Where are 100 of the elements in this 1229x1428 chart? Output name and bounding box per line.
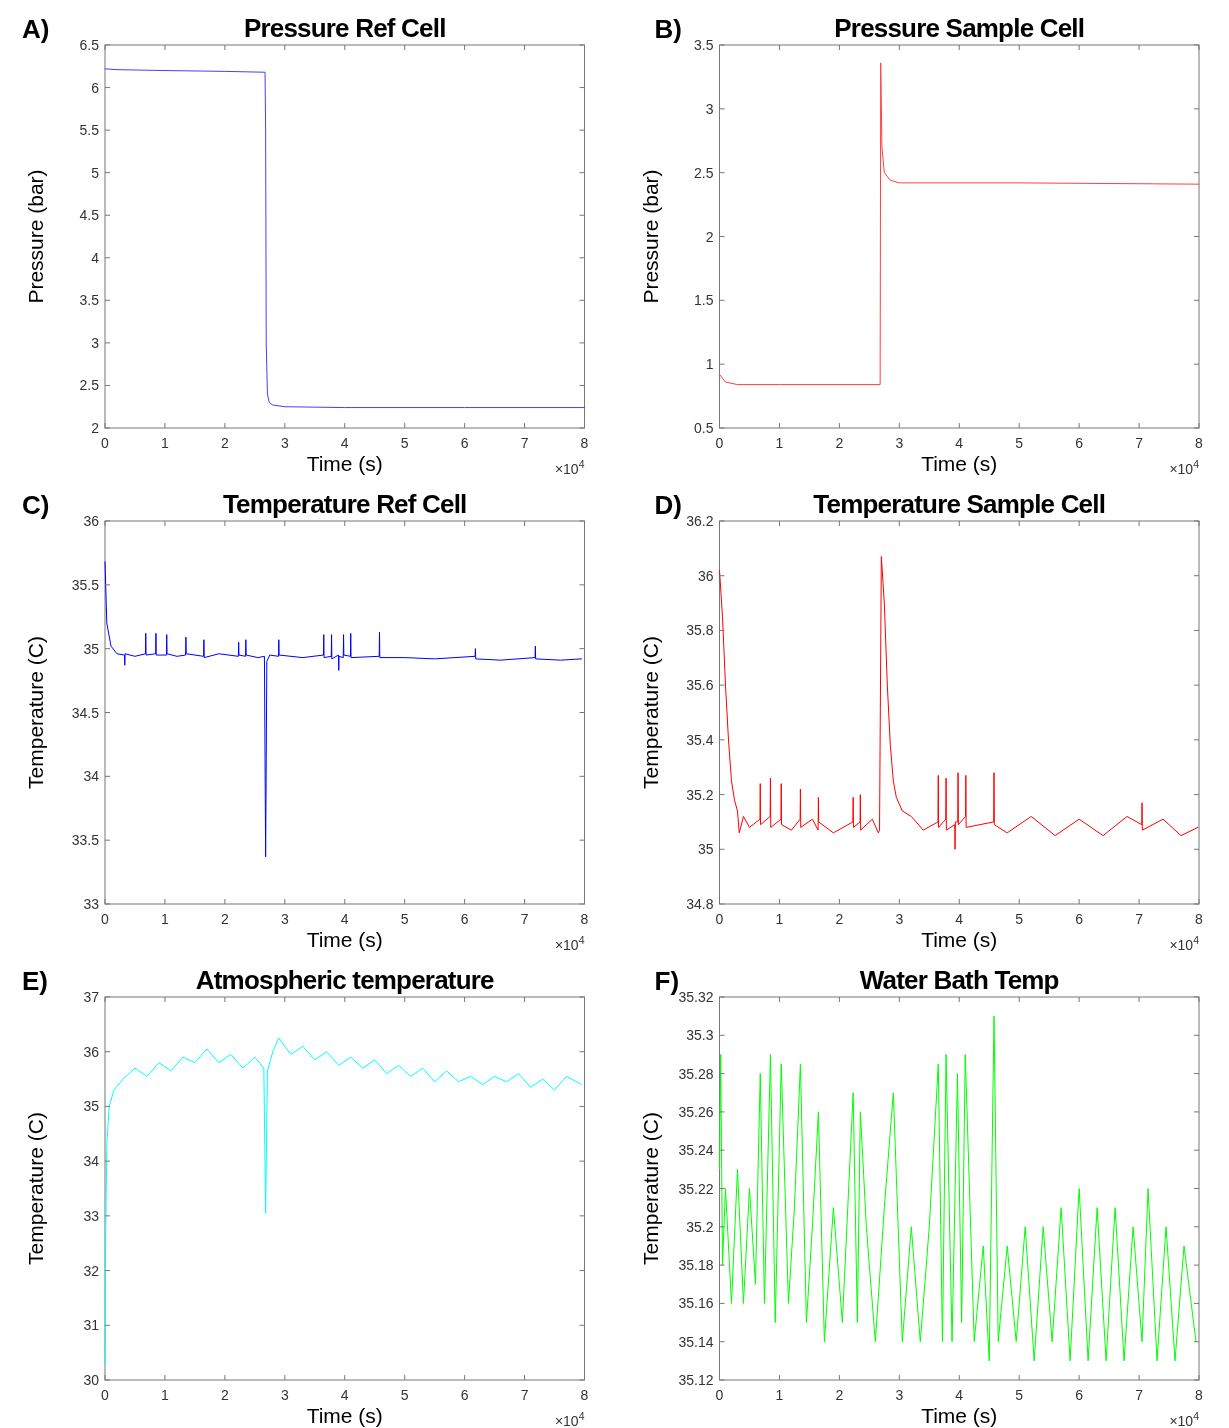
y-tick-label: 35.18: [678, 1257, 714, 1274]
x-tick-label: 4: [955, 435, 964, 451]
y-tick-label: 33: [83, 1207, 100, 1224]
text: F): [654, 966, 680, 996]
y-tick-label: 36.2: [686, 513, 714, 529]
y-tick-label: 2: [91, 420, 100, 436]
y-axis-title: Temperature (C): [638, 1112, 662, 1265]
line-series: [719, 1015, 1197, 1362]
y-tick-label: 34: [83, 768, 100, 785]
y-tick-label: 35.14: [678, 1333, 714, 1350]
text: ×10$^{4}$: [1169, 934, 1200, 953]
x-tick-label: 2: [835, 435, 844, 451]
line-series: [104, 561, 582, 858]
x-tick-label: 3: [280, 435, 289, 451]
x-tick-label: 2: [220, 911, 229, 927]
y-tick-label: 1: [705, 356, 714, 373]
text: D): [654, 490, 682, 520]
x-tick-label: 0: [101, 435, 110, 451]
y-tick-label: 35.3: [686, 1027, 714, 1044]
x-tick-label: 6: [460, 1387, 469, 1403]
chart-title: Atmospheric temperature: [195, 965, 495, 995]
chart-title: Pressure Sample Cell: [834, 13, 1085, 43]
x-tick-label: 7: [1135, 1387, 1144, 1403]
x-tick-label: 8: [1195, 911, 1204, 927]
x-tick-label: 3: [280, 911, 289, 927]
x-tick-label: 6: [460, 911, 469, 927]
y-tick-label: 33.5: [71, 832, 100, 849]
x-tick-label: 7: [520, 1387, 529, 1403]
x-tick-label: 5: [1015, 435, 1024, 451]
x-tick-label: 2: [220, 1387, 229, 1403]
x-tick-label: 4: [955, 1387, 964, 1403]
x-tick-label: 2: [835, 1387, 844, 1403]
y-tick-label: 0.5: [694, 420, 714, 436]
x-tick-label: 6: [1075, 911, 1084, 927]
x-tick-label: 3: [895, 911, 904, 927]
y-axis-title: Temperature (C): [24, 1112, 47, 1265]
y-tick-label: 4: [91, 249, 100, 266]
y-tick-label: 3: [705, 100, 714, 117]
x-tick-label: 8: [580, 911, 589, 927]
text: ×10$^{4}$: [1169, 458, 1200, 477]
y-tick-label: 31: [83, 1317, 100, 1334]
y-tick-label: 2: [705, 228, 714, 245]
y-tick-label: 4.5: [79, 207, 100, 224]
y-tick-label: 30: [83, 1372, 100, 1388]
x-tick-label: 7: [520, 435, 529, 451]
x-tick-label: 7: [1135, 435, 1144, 451]
x-tick-label: 6: [460, 435, 469, 451]
x-tick-label: 1: [775, 435, 784, 451]
x-tick-label: 0: [715, 911, 724, 927]
y-tick-label: 35: [83, 640, 100, 657]
line-series: [719, 62, 1200, 386]
y-tick-label: 35.24: [678, 1142, 714, 1159]
y-tick-label: 6.5: [79, 37, 100, 53]
x-tick-label: 7: [520, 911, 529, 927]
x-tick-label: 5: [400, 1387, 409, 1403]
x-tick-label: 2: [835, 911, 844, 927]
text: B): [654, 14, 682, 44]
line-series: [104, 68, 585, 409]
y-axis-title: Pressure (bar): [638, 169, 662, 304]
y-tick-label: 35.2: [686, 786, 714, 803]
text: C): [22, 490, 50, 520]
y-tick-label: 35.12: [678, 1372, 714, 1388]
y-tick-label: 35.28: [678, 1065, 714, 1082]
x-tick-label: 6: [1075, 1387, 1084, 1403]
y-tick-label: 3.5: [694, 37, 714, 53]
x-axis-title: Time (s): [306, 1404, 383, 1427]
y-tick-label: 5: [91, 164, 100, 181]
y-tick-label: 33: [83, 896, 100, 912]
y-tick-label: 35.5: [71, 576, 100, 593]
y-tick-label: 1.5: [694, 292, 714, 309]
y-tick-label: 35.16: [678, 1295, 714, 1312]
x-tick-label: 8: [1195, 1387, 1204, 1403]
y-tick-label: 34: [83, 1153, 100, 1170]
y-tick-label: 35.32: [678, 989, 714, 1005]
text: ×10$^{4}$: [554, 934, 585, 953]
y-tick-label: 36: [697, 567, 714, 584]
x-tick-label: 5: [400, 911, 409, 927]
x-tick-label: 8: [580, 435, 589, 451]
x-tick-label: 5: [400, 435, 409, 451]
chart-title: Temperature Ref Cell: [222, 489, 467, 519]
y-tick-label: 6: [91, 79, 100, 96]
x-tick-label: 6: [1075, 435, 1084, 451]
x-tick-label: 0: [101, 911, 110, 927]
x-axis-title: Time (s): [921, 1404, 998, 1427]
x-axis-title: Time (s): [921, 452, 998, 475]
y-tick-label: 35: [697, 841, 714, 858]
x-tick-label: 4: [340, 1387, 349, 1403]
x-axis-title: Time (s): [921, 928, 998, 951]
y-tick-label: 2.5: [79, 377, 100, 394]
text: ×10$^{4}$: [554, 458, 585, 477]
x-tick-label: 0: [715, 1387, 724, 1403]
x-tick-label: 5: [1015, 1387, 1024, 1403]
line-series: [719, 556, 1199, 850]
x-tick-label: 8: [580, 1387, 589, 1403]
y-tick-label: 32: [83, 1262, 100, 1279]
x-tick-label: 7: [1135, 911, 1144, 927]
x-tick-label: 8: [1195, 435, 1204, 451]
text: ×10$^{4}$: [1169, 1410, 1200, 1428]
x-tick-label: 1: [161, 435, 170, 451]
y-tick-label: 34.5: [71, 704, 100, 721]
